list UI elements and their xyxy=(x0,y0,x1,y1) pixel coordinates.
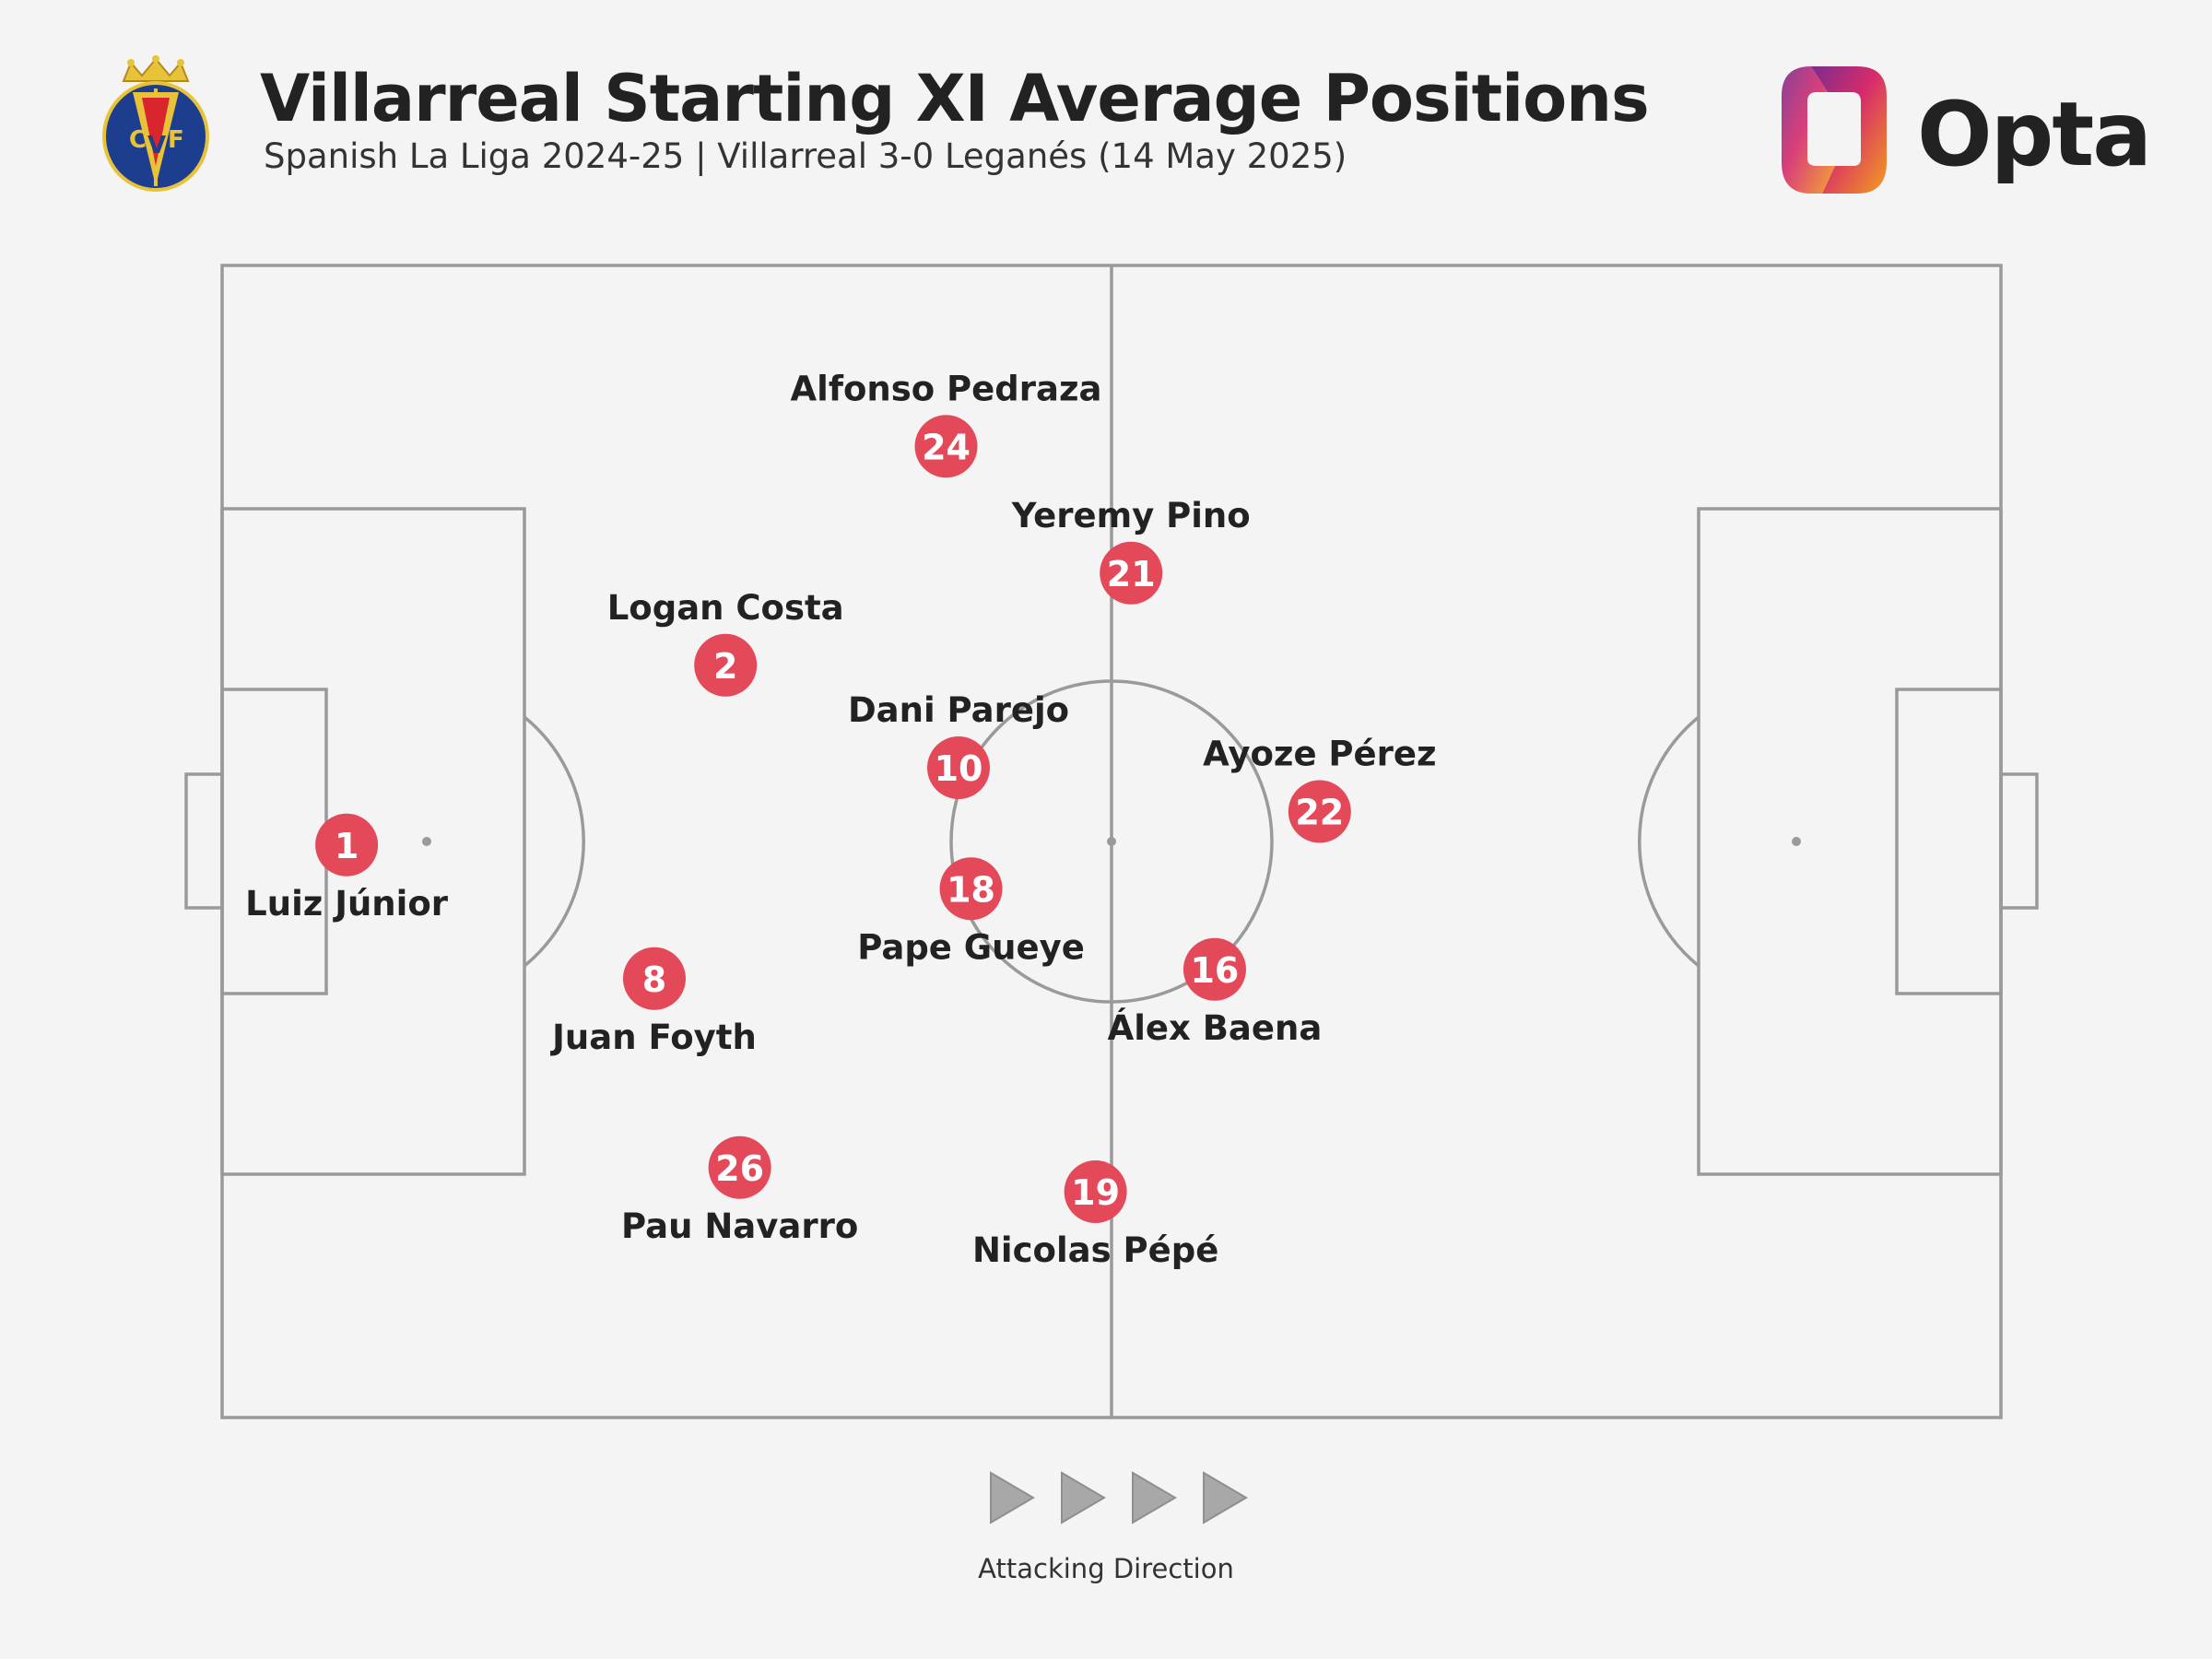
player-number: 1 xyxy=(335,826,359,866)
player-name-label: Pape Gueye xyxy=(857,927,1085,967)
attacking-direction-label: Attacking Direction xyxy=(978,1553,1234,1584)
player-dot xyxy=(708,1135,771,1199)
player-name-label: Dani Parejo xyxy=(848,690,1069,730)
villarreal-crest-icon: C V F xyxy=(102,55,209,192)
player-number: 10 xyxy=(935,748,983,789)
centre-circle xyxy=(949,679,1274,1004)
arrow-icon xyxy=(1061,1471,1106,1524)
page-subtitle: Spanish La Liga 2024-25 | Villarreal 3-0… xyxy=(264,136,1347,176)
right-penalty-area xyxy=(1697,507,2003,1176)
left-goal xyxy=(184,772,224,910)
player-marker: 22 Ayoze Pérez xyxy=(1203,735,1437,843)
svg-text:V: V xyxy=(147,132,166,159)
player-number: 22 xyxy=(1295,793,1344,833)
svg-text:F: F xyxy=(168,126,184,154)
arrow-icon xyxy=(1132,1471,1177,1524)
arrow-icon xyxy=(1203,1471,1248,1524)
player-number: 19 xyxy=(1071,1172,1120,1213)
page-title: Villarreal Starting XI Average Positions xyxy=(260,61,1650,136)
player-name-label: Pau Navarro xyxy=(621,1206,858,1246)
player-number: 24 xyxy=(922,427,971,467)
player-name-label: Luiz Júnior xyxy=(245,884,449,924)
player-dot xyxy=(1288,780,1351,843)
arrow-icon xyxy=(990,1471,1035,1524)
player-marker: 21 Yeremy Pino xyxy=(1011,496,1251,605)
player-marker: 26 Pau Navarro xyxy=(621,1135,858,1246)
player-number: 18 xyxy=(947,869,995,910)
player-marker: 18 Pape Gueye xyxy=(857,857,1085,967)
centre-spot xyxy=(1107,837,1116,846)
player-name-label: Alfonso Pedraza xyxy=(791,369,1102,408)
player-dot xyxy=(1100,541,1163,605)
left-six-yard-box xyxy=(220,688,328,995)
player-name-label: Nicolas Pépé xyxy=(972,1230,1218,1270)
player-dot xyxy=(914,415,978,478)
player-marker: 8 Juan Foyth xyxy=(549,947,757,1057)
player-name-label: Logan Costa xyxy=(607,588,844,628)
opta-brand: Opta xyxy=(1917,83,2152,186)
player-name-label: Juan Foyth xyxy=(549,1018,757,1057)
player-marker: 24 Alfonso Pedraza xyxy=(791,369,1102,478)
player-dot xyxy=(622,947,686,1010)
player-number: 21 xyxy=(1107,554,1156,594)
player-marker: 1 Luiz Júnior xyxy=(245,813,449,924)
left-penalty-spot xyxy=(422,837,431,846)
right-penalty-spot xyxy=(1792,837,1801,846)
svg-text:C: C xyxy=(129,126,147,154)
player-dot xyxy=(939,857,1003,921)
player-marker: 2 Logan Costa xyxy=(607,588,844,697)
player-dot xyxy=(694,633,758,697)
player-number: 8 xyxy=(642,959,666,1000)
player-dot xyxy=(315,813,379,877)
players-layer: 1 Luiz Júnior 2 Logan Costa 8 Juan Foyth 26 Pau… xyxy=(245,369,1436,1270)
player-name-label: Yeremy Pino xyxy=(1011,496,1251,535)
player-number: 16 xyxy=(1190,950,1239,991)
player-dot xyxy=(1182,937,1246,1001)
right-penalty-arc xyxy=(1638,715,1700,968)
player-number: 2 xyxy=(713,646,737,687)
player-marker: 19 Nicolas Pépé xyxy=(972,1160,1218,1270)
right-goal xyxy=(1999,772,2039,910)
player-name-label: Álex Baena xyxy=(1108,1007,1323,1048)
player-number: 26 xyxy=(715,1148,764,1189)
player-dot xyxy=(1064,1160,1127,1223)
attacking-direction-arrows xyxy=(990,1471,1248,1524)
player-dot xyxy=(927,736,991,799)
right-six-yard-box xyxy=(1895,688,2003,995)
left-penalty-arc xyxy=(523,715,585,968)
player-marker: 16 Álex Baena xyxy=(1108,937,1323,1048)
player-name-label: Ayoze Pérez xyxy=(1203,735,1436,774)
player-marker: 10 Dani Parejo xyxy=(848,690,1069,799)
opta-logo-icon xyxy=(1782,66,1887,194)
